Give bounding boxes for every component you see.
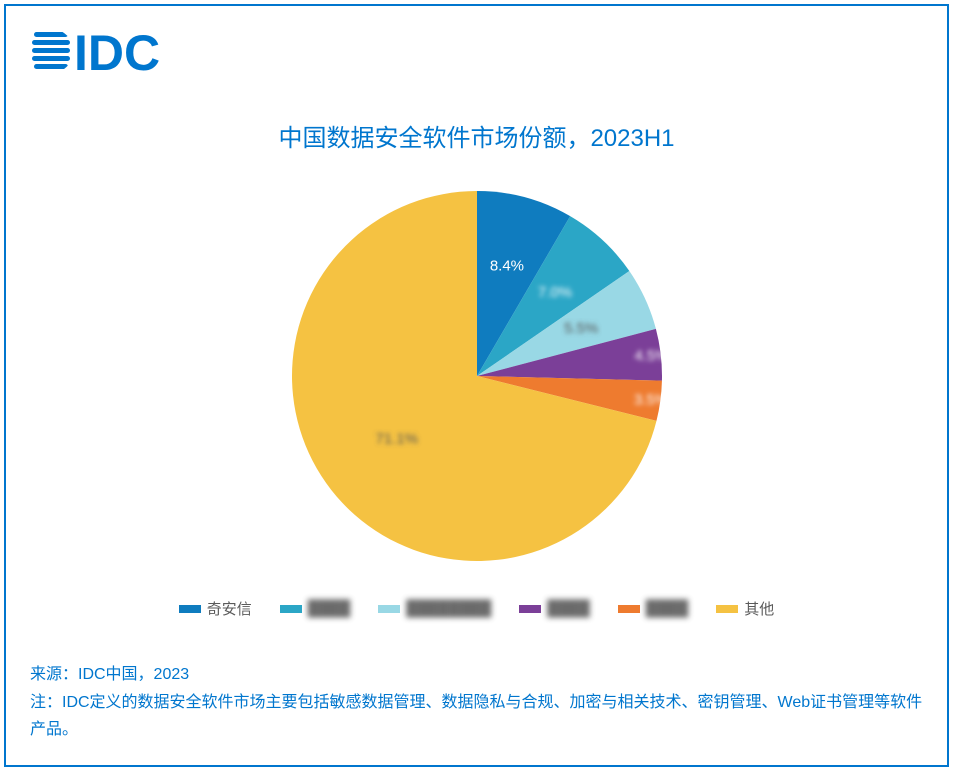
legend-item: ████ [280, 598, 351, 619]
legend-item: 其他 [716, 598, 774, 619]
pie-chart: 8.4% 7.0% 5.5% 4.5% 3.5% 71.1% [6, 176, 947, 576]
slice-label: 7.0% [537, 284, 571, 301]
legend-swatch [378, 605, 400, 613]
idc-logo: IDC [32, 24, 192, 87]
legend-label: 奇安信 [207, 598, 252, 619]
legend-swatch [519, 605, 541, 613]
chart-frame: IDC 中国数据安全软件市场份额，2023H1 8.4% 7.0% 5.5% 4.5%… [4, 4, 949, 767]
slice-label: 5.5% [564, 320, 598, 337]
legend-label: ████████ [406, 600, 491, 617]
legend-swatch [716, 605, 738, 613]
chart-legend: 奇安信████████████████████其他 [6, 598, 947, 619]
note-line: 注：IDC定义的数据安全软件市场主要包括敏感数据管理、数据隐私与合规、加密与相关… [30, 689, 923, 743]
legend-swatch [280, 605, 302, 613]
chart-footer: 来源：IDC中国，2023 注：IDC定义的数据安全软件市场主要包括敏感数据管理… [30, 661, 923, 743]
slice-label: 4.5% [634, 348, 668, 365]
legend-label: ████ [308, 600, 351, 617]
slice-label: 3.5% [634, 392, 668, 409]
idc-stripes-icon [32, 30, 73, 72]
slice-label: 71.1% [375, 431, 418, 448]
legend-item: ████████ [378, 598, 491, 619]
legend-label: ████ [547, 600, 590, 617]
legend-swatch [179, 605, 201, 613]
legend-item: ████ [519, 598, 590, 619]
legend-item: 奇安信 [179, 598, 252, 619]
source-line: 来源：IDC中国，2023 [30, 661, 923, 688]
legend-label: ████ [646, 600, 689, 617]
legend-label: 其他 [744, 598, 774, 619]
slice-label: 8.4% [489, 257, 523, 274]
legend-item: ████ [618, 598, 689, 619]
legend-swatch [618, 605, 640, 613]
chart-title: 中国数据安全软件市场份额，2023H1 [6, 118, 947, 153]
idc-logo-text: IDC [74, 25, 160, 81]
